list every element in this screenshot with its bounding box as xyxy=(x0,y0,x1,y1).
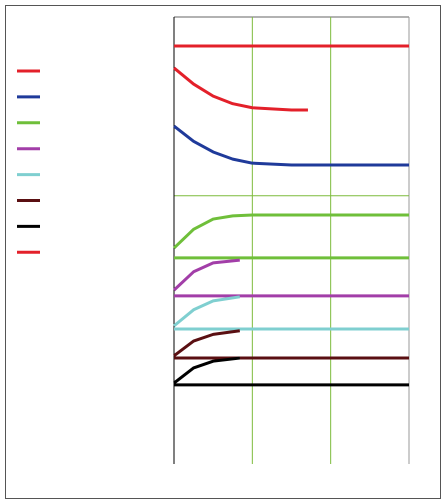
series-line xyxy=(172,258,240,292)
series-line xyxy=(173,295,241,328)
series-line xyxy=(173,124,409,167)
frame xyxy=(5,5,441,499)
series-line xyxy=(173,329,240,358)
series-line xyxy=(172,213,409,250)
series-line xyxy=(173,66,308,112)
series-line xyxy=(173,356,240,385)
